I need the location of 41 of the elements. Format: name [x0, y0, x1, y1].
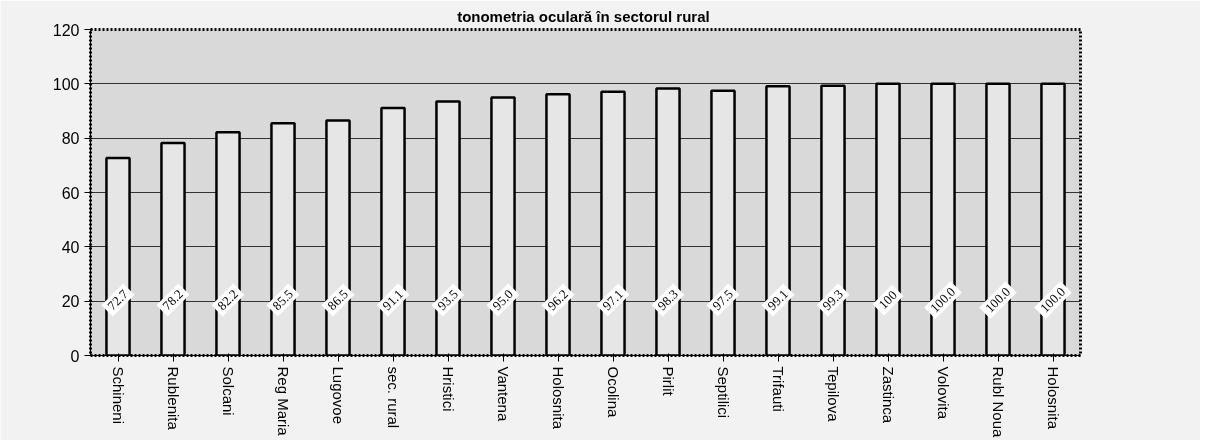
- x-tick-label: Solcani: [219, 366, 237, 416]
- x-tick-label: Trifauti: [769, 366, 787, 412]
- data-label: 97.5: [709, 286, 736, 314]
- data-label: 98.3: [654, 286, 681, 314]
- y-tick-label: 120: [52, 21, 80, 39]
- chart-title: tonometria oculară în sectorul rural: [457, 7, 710, 25]
- data-label: 82.2: [214, 286, 241, 314]
- x-tick-label: Holosnita: [549, 366, 567, 430]
- x-tick-label: Zastinca: [879, 366, 897, 424]
- x-tick-label: Rublenita: [164, 366, 182, 431]
- y-tick-label: 100: [52, 75, 80, 93]
- data-label: 72.7: [104, 286, 132, 314]
- y-tick-label: 20: [61, 293, 80, 311]
- x-tick-label: Tepilova: [824, 366, 842, 423]
- y-tick-label: 80: [61, 130, 80, 148]
- data-label: 78.2: [159, 286, 186, 314]
- data-label: 99.3: [819, 286, 846, 314]
- data-label: 99.1: [764, 286, 791, 314]
- data-label: 96.2: [544, 286, 571, 314]
- x-tick-label: Ocolina: [604, 366, 622, 419]
- data-label: 100: [875, 287, 900, 312]
- x-tick-label: Septilici: [714, 366, 732, 419]
- x-tick-label: Vantena: [494, 366, 512, 422]
- x-tick-label: Holosnita: [1044, 366, 1062, 430]
- data-label: 95.0: [489, 286, 516, 314]
- x-tick-label: Schineni: [109, 366, 127, 425]
- data-label: 93.5: [434, 286, 461, 314]
- x-tick-label: Lugovoe: [329, 366, 347, 425]
- x-tick-label: sec. rural: [384, 366, 402, 429]
- x-tick-label: Rubl Noua: [989, 366, 1007, 439]
- x-tick-label: Reg Maria: [274, 366, 292, 437]
- data-label: 85.5: [269, 286, 296, 314]
- y-tick-label: 0: [70, 347, 80, 365]
- data-label: 91.1: [379, 286, 406, 314]
- x-tick-label: Hristici: [439, 366, 457, 412]
- data-label: 86.5: [324, 286, 351, 314]
- y-tick-label: 40: [61, 238, 80, 256]
- y-tick-label: 60: [61, 184, 80, 202]
- data-label: 97.1: [599, 286, 626, 314]
- x-tick-label: Pirlit: [659, 366, 677, 397]
- x-tick-label: Volovita: [934, 366, 952, 420]
